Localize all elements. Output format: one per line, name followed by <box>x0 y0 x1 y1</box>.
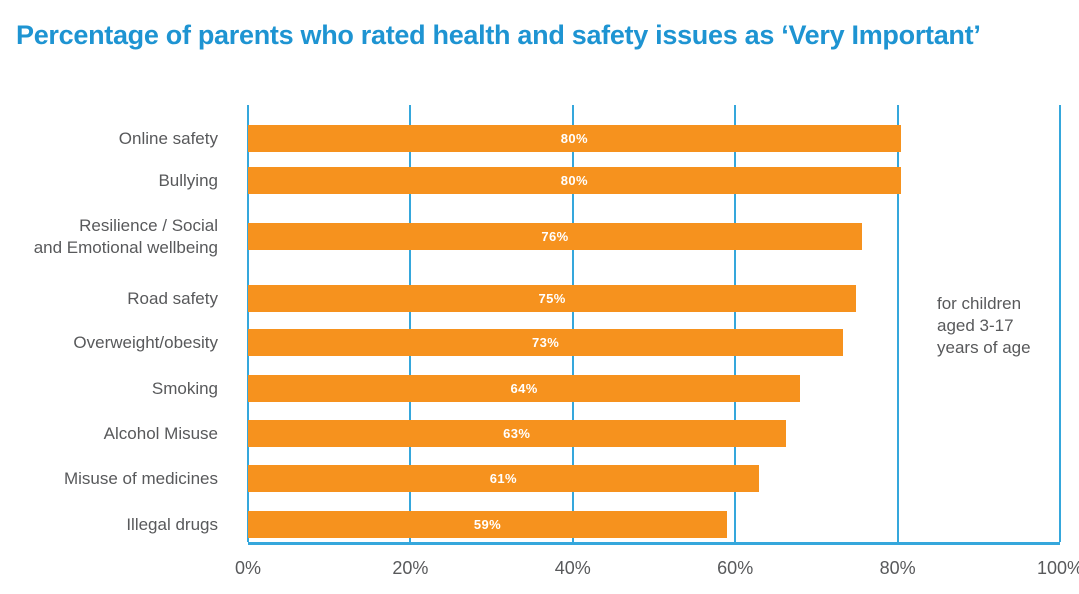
x-tick-label: 60% <box>717 558 754 578</box>
category-label: Smoking <box>151 378 218 398</box>
bar-value-label: 76% <box>541 229 569 244</box>
bar-value-label: 64% <box>510 381 538 396</box>
bar-value-label: 73% <box>531 335 560 350</box>
bar-row: 59% <box>248 511 728 538</box>
bar-value-label: 63% <box>503 426 531 441</box>
x-tick-label: 20% <box>392 558 429 578</box>
category-label: Overweight/obesity <box>73 332 218 352</box>
bar-row: 61% <box>248 465 759 492</box>
gridline-0 <box>247 105 249 542</box>
gridline-20 <box>409 105 412 542</box>
gridline-40 <box>571 105 574 542</box>
category-label: Illegal drugs <box>126 514 218 534</box>
category-label: Online safety <box>118 128 218 148</box>
bar-row: 75% <box>248 285 857 312</box>
category-label-column: Online safety Bullying Resilience / Social… <box>0 105 238 545</box>
bar-value-label: 61% <box>489 471 517 486</box>
x-tick-label: 40% <box>554 558 591 578</box>
category-label: Road safety <box>127 288 218 308</box>
gridline-80 <box>896 105 899 542</box>
bar-value-label: 80% <box>560 173 589 188</box>
category-label: Misuse of medicines <box>63 468 218 488</box>
bar-row: 73% <box>248 329 844 356</box>
gridline-100 <box>1059 105 1061 542</box>
bar-row: 63% <box>248 420 786 447</box>
bar-row: 64% <box>248 375 801 402</box>
bar-value-label: 59% <box>473 517 502 532</box>
x-axis-tick-row: 0% 20% 40% 60% 80% 100% <box>0 558 1079 584</box>
x-tick-label: 0% <box>234 558 261 578</box>
category-label: Bullying <box>158 170 218 190</box>
bar-row: 80% <box>248 167 901 194</box>
x-tick-label: 80% <box>879 558 916 578</box>
bar-row: 76% <box>248 223 862 250</box>
bar-value-label: 75% <box>538 291 566 306</box>
x-tick-label: 100% <box>1036 558 1079 578</box>
bar-row: 80% <box>248 125 901 152</box>
plot-area: 80% 80% 76% 75% 73% 64% 63% 61% 59% <box>247 105 1061 545</box>
category-label: Resilience / Social and Emotional wellbe… <box>33 215 218 257</box>
age-group-annotation: for children aged 3-17 years of age <box>937 294 1031 357</box>
category-label: Alcohol Misuse <box>103 423 218 443</box>
bar-value-label: 80% <box>560 131 589 146</box>
gridline-60 <box>734 105 737 542</box>
chart-title: Percentage of parents who rated health a… <box>16 20 981 50</box>
